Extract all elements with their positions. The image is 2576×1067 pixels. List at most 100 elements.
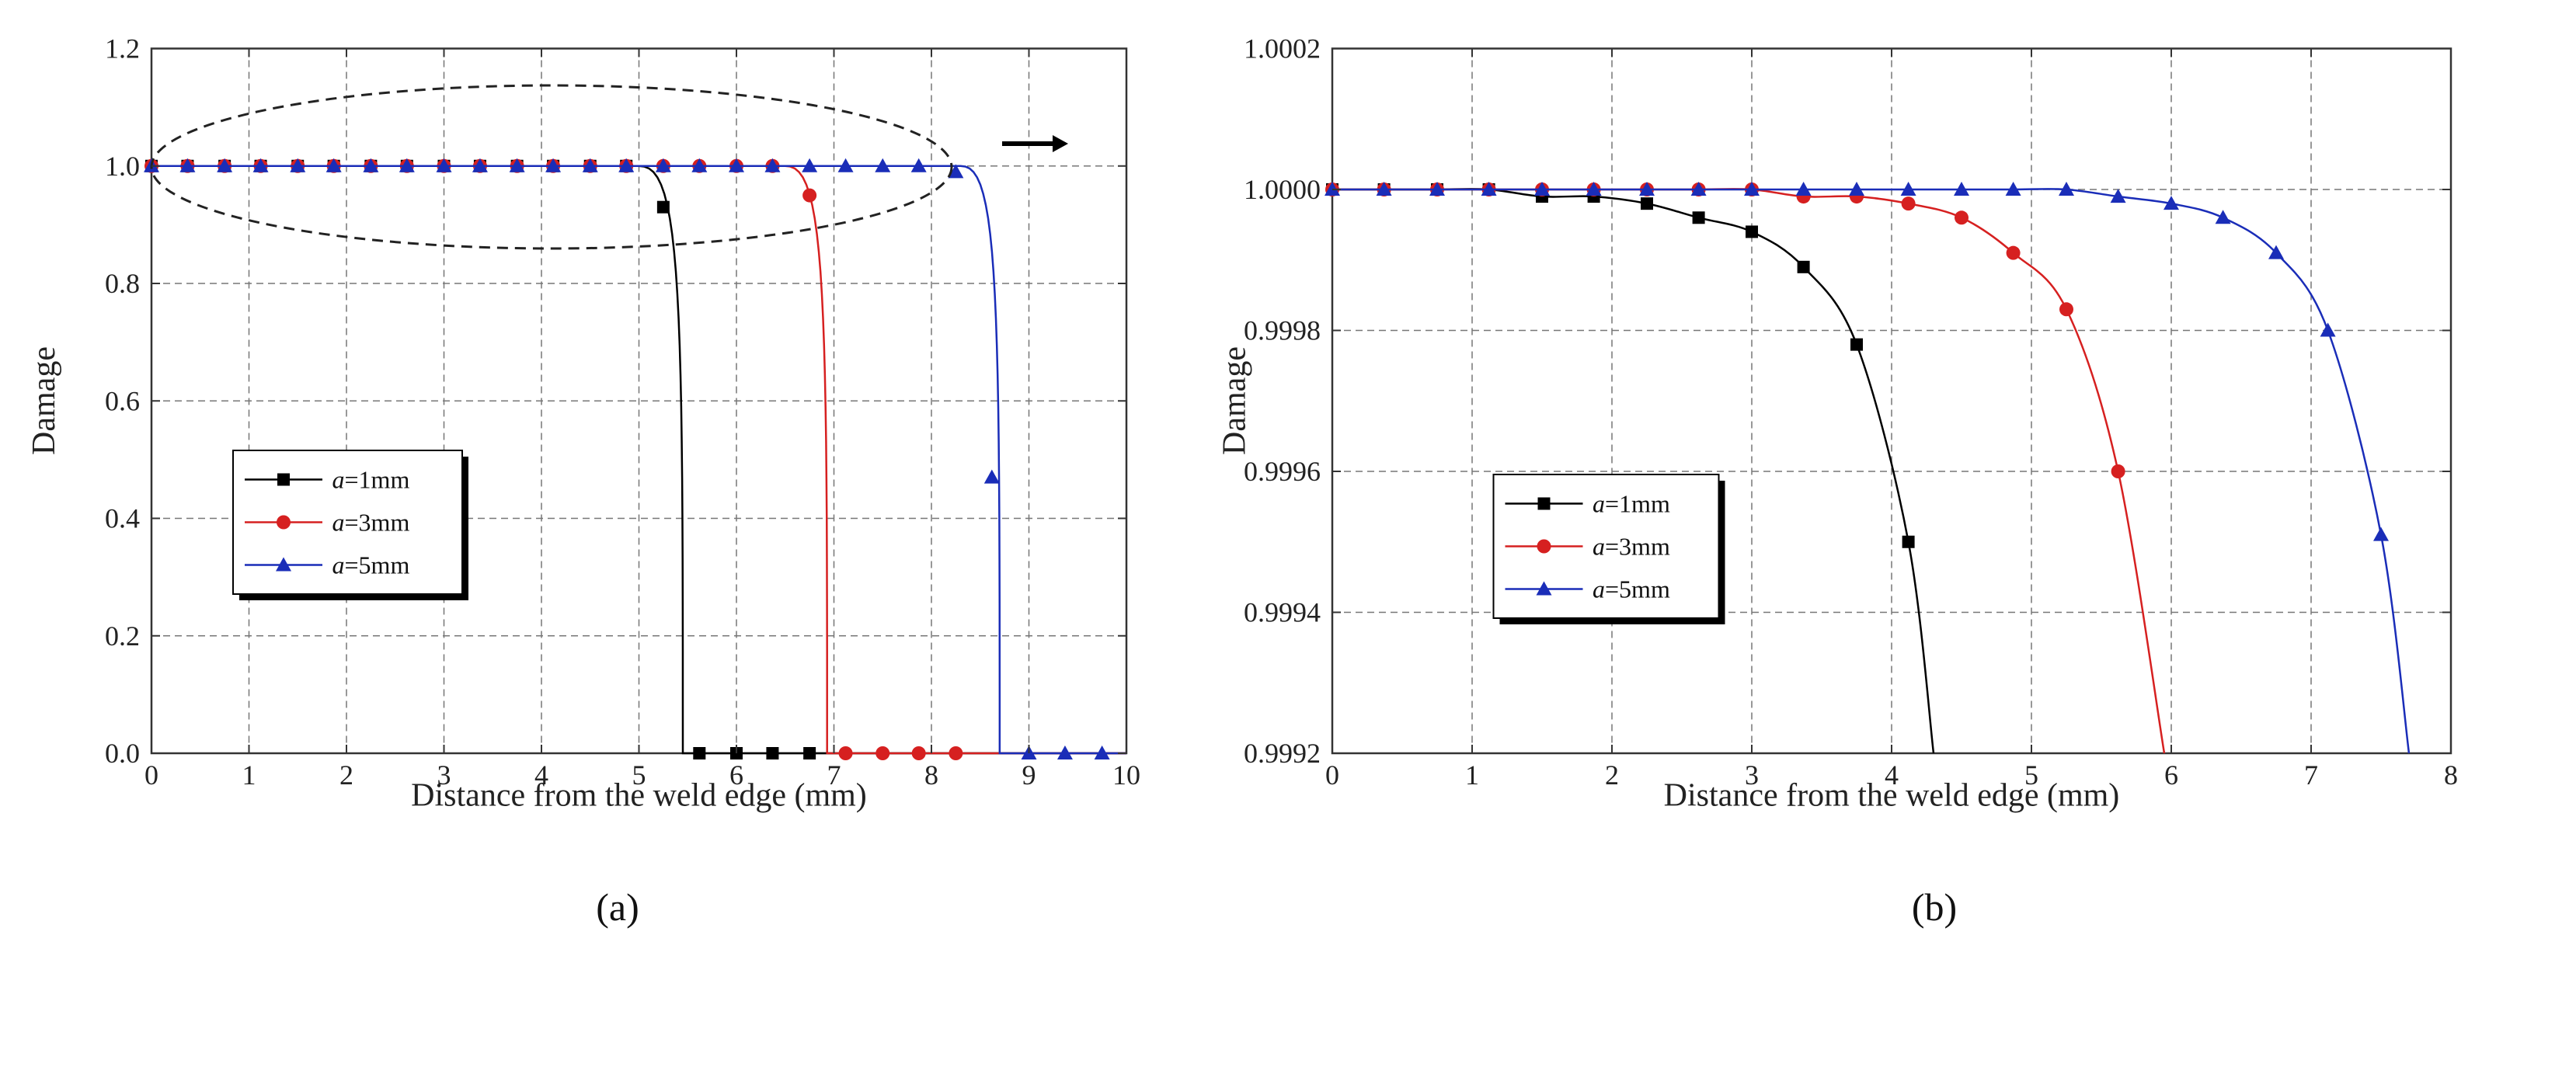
y-tick-label: 0.4 xyxy=(105,503,140,534)
data-point-a=1mm xyxy=(656,200,670,214)
data-point-a=5mm xyxy=(2215,210,2231,224)
y-tick-label: 1.0000 xyxy=(1244,174,1321,205)
data-point-a=3mm xyxy=(838,746,853,760)
panel-a-grid xyxy=(151,48,1126,753)
legend-marker xyxy=(276,557,291,572)
data-point-a=5mm xyxy=(983,469,1000,484)
data-point-a=1mm xyxy=(1797,260,1810,273)
panel-b-legend: a=1mm a=3mm a=5mm xyxy=(1492,474,1725,624)
data-point-a=5mm xyxy=(691,158,708,172)
data-point-a=5mm xyxy=(2268,245,2284,259)
data-point-a=3mm xyxy=(2006,245,2021,260)
panel-b-ticks: 0 1 2 3 4 5 6 7 8 0.9992 0.9994 0.9996 0.9998 1.0000 1… xyxy=(1244,33,2458,791)
x-tick-label: 7 xyxy=(827,759,841,791)
data-point-a=5mm xyxy=(2110,189,2126,203)
legend-entry: a=3mm xyxy=(332,509,410,537)
data-point-a=1mm xyxy=(1850,338,1863,351)
y-tick-label: 0.9994 xyxy=(1244,597,1321,628)
legend-entry: a=1mm xyxy=(332,466,410,494)
data-point-a=5mm xyxy=(2373,527,2389,541)
data-point-a=5mm xyxy=(618,158,635,172)
y-tick-label: 1.2 xyxy=(105,33,140,64)
x-tick-label: 9 xyxy=(1022,759,1036,791)
data-point-a=5mm xyxy=(363,158,379,172)
y-tick-label: 0.8 xyxy=(105,268,140,299)
legend-marker xyxy=(1537,497,1551,510)
legend-marker xyxy=(277,473,290,486)
x-tick-label: 10 xyxy=(1112,759,1140,791)
x-tick-label: 6 xyxy=(729,759,743,791)
data-point-a=5mm xyxy=(2320,322,2336,337)
data-point-a=5mm xyxy=(837,158,854,172)
data-point-a=1mm xyxy=(1641,197,1653,210)
panel-b-ylabel: Damage xyxy=(1217,346,1253,455)
y-tick-label: 0.9996 xyxy=(1244,456,1321,487)
legend-entry: a=1mm xyxy=(1593,490,1670,518)
legend-marker xyxy=(1536,581,1552,596)
series-line-a=5mm xyxy=(1332,188,2411,754)
data-point-a=3mm xyxy=(1901,196,1916,211)
panel-a-legend: a=1mm a=3mm a=5mm xyxy=(232,450,468,600)
data-point-a=5mm xyxy=(764,158,781,172)
series-line-a=1mm xyxy=(151,165,1126,755)
data-point-a=5mm xyxy=(217,158,233,172)
y-tick-label: 0.2 xyxy=(105,620,140,652)
panel-a-ticks: 0 1 2 3 4 5 6 7 8 9 10 0.0 0.2 0.4 0.6 0.8 1.0 1.2 xyxy=(105,33,1140,791)
data-point-a=5mm xyxy=(2005,182,2021,196)
data-point-a=5mm xyxy=(2163,196,2179,210)
panel-a-highlight-ellipse xyxy=(150,84,953,250)
data-point-a=5mm xyxy=(1376,182,1392,196)
x-tick-label: 2 xyxy=(339,759,353,791)
data-point-a=5mm xyxy=(1094,746,1110,759)
x-tick-label: 7 xyxy=(2304,759,2318,791)
data-point-a=3mm xyxy=(802,188,817,203)
data-point-a=5mm xyxy=(1639,182,1655,196)
data-point-a=5mm xyxy=(325,158,342,172)
x-tick-label: 0 xyxy=(1325,759,1339,791)
data-point-a=5mm xyxy=(1900,182,1916,196)
x-tick-label: 6 xyxy=(2164,759,2178,791)
panel-b-xlabel: Distance from the weld edge (mm) xyxy=(1664,778,2120,814)
y-tick-label: 0.0 xyxy=(105,738,140,769)
data-point-a=1mm xyxy=(766,747,779,759)
data-point-a=5mm xyxy=(1534,182,1550,196)
data-point-a=5mm xyxy=(802,158,818,172)
data-point-a=1mm xyxy=(1692,211,1705,224)
x-tick-label: 0 xyxy=(144,759,158,791)
data-point-a=5mm xyxy=(252,158,269,172)
data-point-a=5mm xyxy=(1744,182,1760,196)
data-point-a=5mm xyxy=(179,158,196,172)
data-point-a=5mm xyxy=(582,158,598,172)
data-point-a=5mm xyxy=(1849,182,1864,196)
panel-b-series xyxy=(1325,182,2411,754)
data-point-a=5mm xyxy=(1586,182,1602,196)
data-point-a=5mm xyxy=(948,164,964,179)
x-tick-label: 2 xyxy=(1605,759,1619,791)
x-tick-label: 3 xyxy=(1745,759,1759,791)
data-point-a=5mm xyxy=(875,158,891,172)
data-point-a=1mm xyxy=(1746,225,1758,238)
data-point-a=1mm xyxy=(693,747,706,759)
y-tick-label: 0.9992 xyxy=(1244,738,1321,769)
data-point-a=3mm xyxy=(875,746,890,760)
panel-a-ylabel: Damage xyxy=(26,346,62,455)
x-tick-label: 1 xyxy=(242,759,256,791)
legend-marker xyxy=(277,515,291,530)
x-tick-label: 5 xyxy=(632,759,646,791)
data-point-a=5mm xyxy=(472,158,488,172)
data-point-a=3mm xyxy=(2059,302,2073,317)
legend-marker xyxy=(1537,539,1551,554)
panel-b-grid xyxy=(1332,48,2451,753)
y-tick-label: 1.0 xyxy=(105,151,140,182)
panel-a-xlabel: Distance from the weld edge (mm) xyxy=(411,778,867,814)
series-line-a=5mm xyxy=(151,165,1126,755)
data-point-a=1mm xyxy=(1902,535,1915,548)
data-point-a=5mm xyxy=(399,158,415,172)
x-tick-label: 8 xyxy=(924,759,938,791)
x-tick-label: 1 xyxy=(1465,759,1479,791)
y-tick-label: 0.6 xyxy=(105,385,140,416)
data-point-a=3mm xyxy=(2111,464,2125,478)
series-line-a=3mm xyxy=(1332,188,2166,754)
data-point-a=5mm xyxy=(1795,182,1812,196)
